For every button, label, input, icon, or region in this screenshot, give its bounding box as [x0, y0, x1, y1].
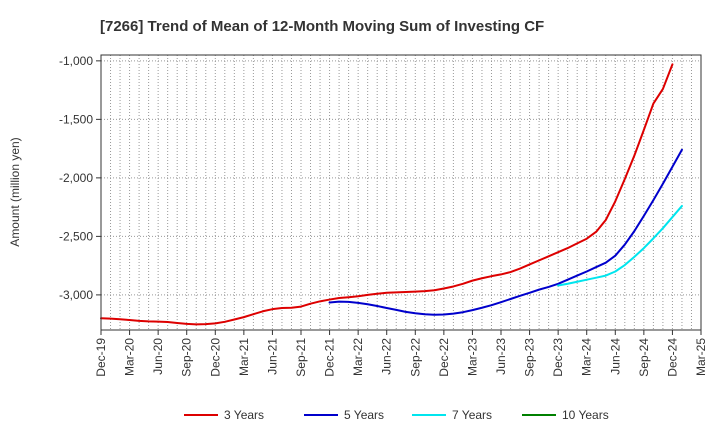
x-tick-label: Sep-23	[523, 338, 537, 377]
series-group	[100, 63, 683, 326]
y-tick-label: -1,000	[59, 54, 93, 68]
y-tick-label: -2,500	[59, 229, 93, 243]
x-tick-label: Jun-24	[608, 338, 622, 375]
legend: 3 Years 5 Years 7 Years 10 Years	[184, 408, 609, 422]
y-tick-label: -3,000	[59, 288, 93, 302]
x-tick-label: Mar-25	[694, 338, 708, 376]
x-tick-label: Dec-21	[323, 338, 337, 377]
x-tick-label: Mar-21	[237, 338, 251, 376]
x-tick-label: Mar-20	[123, 338, 137, 376]
x-tick-label: Dec-19	[94, 338, 108, 377]
x-axis: Dec-19 Mar-20 Jun-20 Sep-20 Dec-20 Mar-21 Jun-…	[94, 330, 708, 377]
series-line-3-years	[100, 63, 674, 326]
y-axis-label: Amount (million yen)	[8, 137, 22, 246]
legend-label: 3 Years	[224, 408, 264, 422]
chart-title: [7266] Trend of Mean of 12-Month Moving …	[100, 18, 544, 35]
legend-label: 10 Years	[562, 408, 609, 422]
y-tick-label: -1,500	[59, 112, 93, 126]
x-tick-label: Dec-20	[208, 338, 222, 377]
grid	[101, 55, 701, 330]
x-tick-label: Dec-23	[551, 338, 565, 377]
x-tick-label: Jun-20	[151, 338, 165, 375]
x-tick-label: Jun-21	[265, 338, 279, 375]
legend-label: 7 Years	[452, 408, 492, 422]
series-line-5-years	[328, 148, 683, 316]
plot-area	[101, 55, 701, 330]
series-line-7-years	[557, 204, 683, 287]
plot-frame	[100, 54, 702, 331]
x-tick-label: Mar-23	[465, 338, 479, 376]
x-tick-label: Sep-24	[637, 338, 651, 377]
y-tick-label: -2,000	[59, 171, 93, 185]
x-tick-label: Jun-23	[494, 338, 508, 375]
x-tick-label: Mar-24	[580, 338, 594, 376]
x-tick-label: Jun-22	[380, 338, 394, 375]
x-tick-label: Sep-21	[294, 338, 308, 377]
x-tick-label: Sep-20	[180, 338, 194, 377]
x-tick-label: Sep-22	[408, 338, 422, 377]
legend-label: 5 Years	[344, 408, 384, 422]
x-tick-label: Mar-22	[351, 338, 365, 376]
y-axis: -1,000 -1,500 -2,000 -2,500 -3,000	[59, 54, 101, 302]
x-tick-label: Dec-22	[437, 338, 451, 377]
x-tick-label: Dec-24	[665, 338, 679, 377]
